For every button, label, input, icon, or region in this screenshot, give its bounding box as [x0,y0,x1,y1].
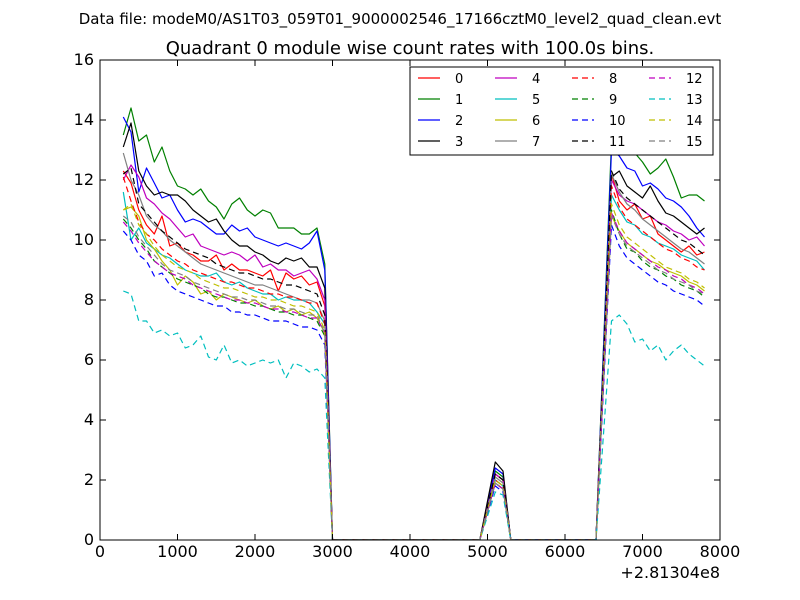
y-tick-label: 8 [84,290,94,309]
series-line-12 [122,212,705,540]
series-line-1 [122,107,705,540]
x-tick-label: 0 [95,542,105,561]
legend-label-9: 9 [609,93,617,108]
y-tick-label: 10 [74,230,94,249]
series-line-10 [122,224,705,540]
series-layer [122,107,705,540]
legend-label-6: 6 [532,114,540,129]
legend-box [409,66,714,156]
series-line-0 [122,170,705,540]
legend-label-0: 0 [455,72,463,87]
series-line-3 [122,122,705,540]
legend-label-2: 2 [455,114,463,129]
legend-label-7: 7 [532,135,540,150]
x-tick-label: 5000 [467,542,508,561]
figure-suptitle: Data file: modeM0/AS1T03_059T01_90000025… [79,10,722,29]
legend-label-11: 11 [609,135,626,150]
y-tick-label: 4 [84,410,94,429]
chart-title: Quadrant 0 module wise count rates with … [166,38,655,59]
legend-label-1: 1 [455,93,463,108]
x-tick-label: 2000 [235,542,276,561]
x-tick-label: 1000 [157,542,198,561]
plot-area [122,107,705,540]
x-tick-label: 4000 [390,542,431,561]
x-tick-label: 3000 [312,542,353,561]
y-tick-label: 6 [84,350,94,369]
x-axis-offset-label: +2.81304e8 [620,563,720,582]
x-tick-label: 6000 [545,542,586,561]
legend-label-5: 5 [532,93,540,108]
series-line-14 [122,203,705,540]
x-tick-label: 7000 [622,542,663,561]
legend-label-8: 8 [609,72,617,87]
y-tick-label: 12 [74,170,94,189]
legend-label-15: 15 [686,135,703,150]
y-tick-label: 14 [74,110,94,129]
series-line-9 [122,209,705,540]
series-line-11 [122,167,705,540]
series-line-2 [122,116,705,540]
legend-label-13: 13 [686,93,703,108]
legend-label-4: 4 [532,72,540,87]
series-line-5 [122,191,705,540]
y-tick-label: 16 [74,50,94,69]
legend-label-14: 14 [686,114,703,129]
x-tick-label: 8000 [700,542,741,561]
legend-label-12: 12 [686,72,703,87]
x-axis-ticks: 0 1000 2000 3000 4000 5000 6000 7000 8000 [95,60,740,561]
y-tick-label: 0 [84,530,94,549]
series-line-15 [122,215,705,540]
legend-label-3: 3 [455,135,463,150]
series-line-4 [122,164,705,540]
series-line-13 [123,290,705,540]
legend-label-10: 10 [609,114,626,129]
series-line-8 [122,176,705,540]
y-tick-label: 2 [84,470,94,489]
